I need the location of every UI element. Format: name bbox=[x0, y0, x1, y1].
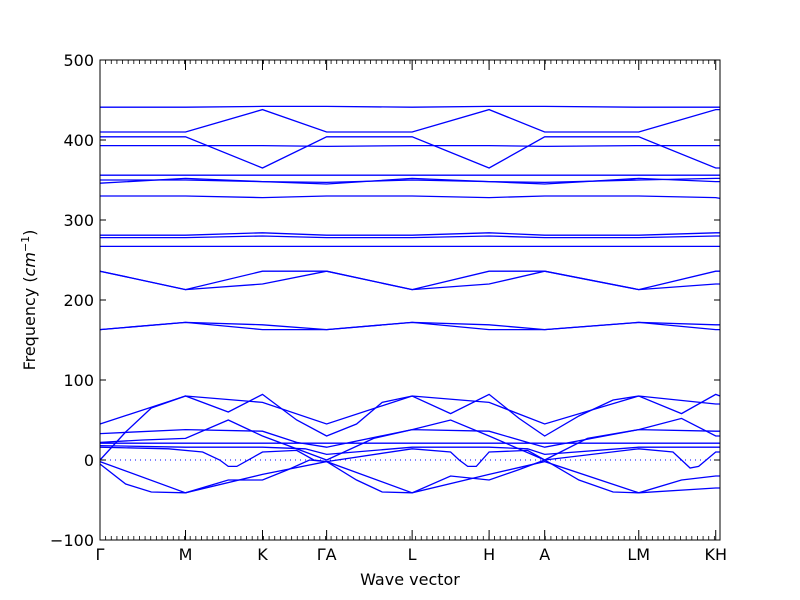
band-line bbox=[99, 444, 720, 456]
band-line bbox=[100, 136, 720, 169]
band-line bbox=[99, 417, 720, 461]
band-line bbox=[99, 459, 720, 494]
band-line bbox=[100, 177, 720, 184]
x-tick-label: A bbox=[539, 545, 550, 564]
band-line bbox=[100, 235, 720, 239]
band-line bbox=[99, 395, 720, 425]
band-line bbox=[100, 105, 720, 108]
x-tick-label: Γ bbox=[96, 545, 105, 564]
band-line bbox=[100, 232, 720, 236]
band-lines bbox=[99, 105, 721, 494]
x-tick-label: H bbox=[483, 545, 495, 564]
x-axis: Γ M K ΓA L H A LM KH bbox=[96, 60, 727, 564]
y-tick-label: 100 bbox=[63, 371, 94, 390]
plot-frame bbox=[99, 59, 721, 541]
minor-ticks bbox=[99, 60, 721, 540]
band-line bbox=[99, 177, 720, 185]
band-line bbox=[99, 270, 720, 291]
band-line bbox=[99, 270, 720, 291]
band-line bbox=[99, 321, 720, 331]
band-line bbox=[99, 428, 720, 448]
x-tick-label: KH bbox=[704, 545, 727, 564]
y-axis: −100 0 100 200 300 400 500 bbox=[50, 51, 720, 550]
y-tick-label: 500 bbox=[63, 51, 94, 70]
x-tick-label: K bbox=[257, 545, 268, 564]
band-line bbox=[100, 108, 720, 133]
x-tick-label: M bbox=[179, 545, 193, 564]
band-line bbox=[99, 460, 720, 494]
y-tick-label: 400 bbox=[63, 131, 94, 150]
y-axis-label: Frequency (cm−1) bbox=[19, 230, 40, 371]
x-tick-label: L bbox=[408, 545, 417, 564]
band-line bbox=[99, 446, 720, 469]
x-tick-label: ΓA bbox=[317, 545, 337, 564]
band-line bbox=[99, 321, 720, 331]
y-tick-label: 0 bbox=[84, 451, 94, 470]
band-line bbox=[100, 195, 721, 200]
y-tick-label: −100 bbox=[50, 531, 94, 550]
y-tick-label: 200 bbox=[63, 291, 94, 310]
y-tick-label: 300 bbox=[63, 211, 94, 230]
x-tick-label: LM bbox=[627, 545, 650, 564]
band-line bbox=[100, 144, 720, 148]
x-axis-label: Wave vector bbox=[360, 570, 460, 589]
